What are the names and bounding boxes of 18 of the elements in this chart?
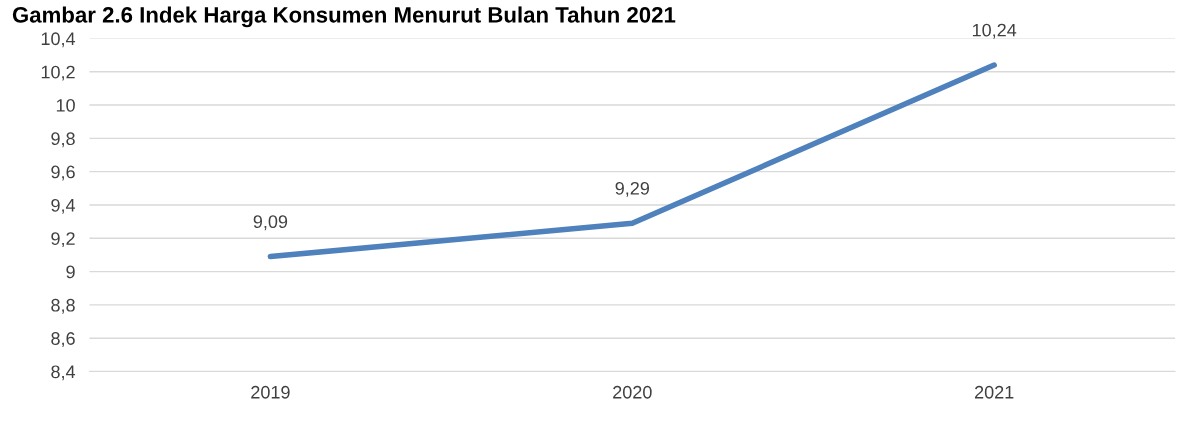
y-tick-label: 9,2 xyxy=(51,232,75,248)
data-label: 9,29 xyxy=(615,181,650,197)
y-tick-label: 8,8 xyxy=(51,298,75,314)
x-tick-label: 2019 xyxy=(251,385,290,399)
y-tick-label: 9,8 xyxy=(51,132,75,148)
data-label: 10,24 xyxy=(972,23,1017,39)
y-tick-label: 8,4 xyxy=(51,365,76,381)
y-tick-label: 9 xyxy=(66,265,75,279)
y-tick-label: 10,2 xyxy=(41,65,75,81)
y-tick-label: 8,6 xyxy=(51,332,75,348)
y-tick-label: 9,4 xyxy=(51,198,76,214)
y-tick-label: 10,4 xyxy=(41,32,76,48)
data-label: 9,09 xyxy=(253,215,288,231)
x-tick-label: 2021 xyxy=(974,385,1014,399)
y-tick-label: 10 xyxy=(56,98,75,112)
y-tick-label: 9,6 xyxy=(51,165,75,181)
chart-title: Gambar 2.6 Indek Harga Konsumen Menurut Bulan Tahun 2021 xyxy=(12,6,676,28)
x-tick-label: 2020 xyxy=(613,385,652,399)
